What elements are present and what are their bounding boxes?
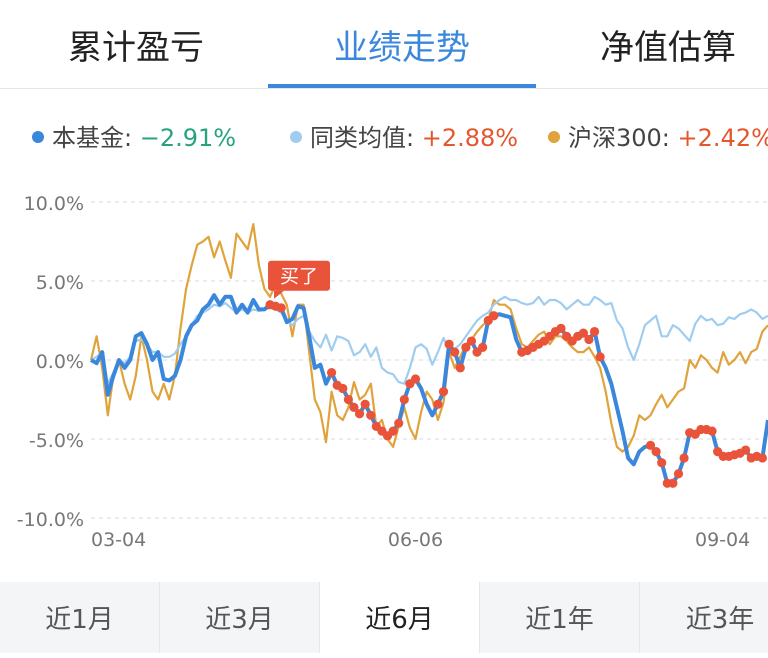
buy-marker — [707, 426, 717, 436]
buy-marker — [657, 458, 667, 468]
buy-marker — [410, 374, 421, 384]
buy-marker — [338, 383, 348, 394]
buy-marker — [668, 478, 678, 488]
hs300-dot-icon — [548, 131, 560, 143]
buy-marker — [326, 368, 337, 378]
series-line-category-avg — [90, 295, 768, 385]
range-selector: 近1月 近3月 近6月 近1年 近3年 — [0, 582, 768, 653]
legend-hs300: 沪深300: +2.42% — [548, 118, 768, 158]
x-tick-label: 09-04 — [695, 529, 750, 551]
tab-nav-estimate[interactable]: 净值估算 — [600, 28, 736, 68]
y-tick-label: 0.0% — [36, 351, 84, 373]
buy-marker — [450, 347, 460, 357]
buy-marker — [444, 339, 454, 349]
legend-hs300-label: 沪深300: — [568, 124, 670, 152]
legend-hs300-value: +2.42% — [677, 124, 768, 152]
series-line-fund — [90, 293, 768, 486]
buy-marker — [478, 342, 488, 352]
category-dot-icon — [290, 131, 302, 143]
buy-marker — [645, 440, 656, 450]
range-1y-button[interactable]: 近1年 — [480, 582, 640, 653]
legend-fund-label: 本基金: — [52, 124, 133, 152]
buy-annotation-box — [268, 260, 331, 291]
legend-fund: 本基金: −2.91% — [32, 118, 236, 158]
tab-cumulative-pnl[interactable]: 累计盈亏 — [68, 28, 204, 68]
buy-marker — [438, 387, 449, 397]
buy-marker — [679, 453, 689, 463]
range-6m-button[interactable]: 近6月 — [320, 582, 480, 653]
legend-category-value: +2.88% — [421, 124, 519, 152]
buy-marker — [673, 469, 684, 479]
buy-annotation-pointer — [274, 290, 285, 299]
range-3y-button[interactable]: 近3年 — [685, 605, 755, 635]
buy-marker — [399, 394, 409, 405]
x-tick-label: 03-04 — [91, 529, 146, 551]
buy-marker — [589, 326, 600, 337]
buy-marker — [394, 418, 404, 428]
buy-marker — [595, 352, 605, 362]
y-tick-label: 10.0% — [24, 193, 84, 215]
buy-marker — [584, 334, 594, 345]
buy-marker — [343, 394, 353, 405]
legend-fund-value: −2.91% — [139, 124, 237, 152]
range-1m-button[interactable]: 近1月 — [0, 582, 160, 653]
range-3m-button[interactable]: 近3月 — [160, 582, 320, 653]
buy-marker — [366, 410, 376, 420]
buy-marker — [349, 402, 359, 412]
buy-annotation-label: 买了 — [280, 266, 318, 288]
buy-marker — [461, 342, 471, 352]
performance-chart[interactable]: 10.0% 5.0% 0.0% -5.0% -10.0% 03-04 06-06 09-04 买… — [0, 180, 768, 570]
performance-tabs: 累计盈亏 业绩走势 净值估算 — [0, 0, 768, 89]
buy-marker — [388, 426, 398, 436]
fund-dot-icon — [32, 131, 44, 143]
buy-marker — [556, 323, 566, 333]
buy-marker — [757, 453, 768, 463]
active-tab-underline — [268, 84, 536, 88]
buy-marker — [741, 445, 751, 455]
buy-marker — [578, 328, 588, 338]
buy-marker — [354, 409, 365, 419]
legend-category-avg: 同类均值: +2.88% — [290, 118, 518, 158]
y-tick-label: 5.0% — [36, 272, 84, 294]
y-tick-label: -5.0% — [29, 430, 84, 452]
legend-category-label: 同类均值: — [310, 124, 415, 152]
y-tick-label: -10.0% — [17, 509, 84, 531]
series-line-hs300 — [89, 222, 768, 453]
buy-marker — [276, 303, 286, 313]
tab-performance-trend[interactable]: 业绩走势 — [334, 28, 470, 68]
buy-marker — [651, 447, 661, 457]
buy-marker — [433, 399, 443, 409]
buy-marker — [360, 399, 370, 409]
x-tick-label: 06-06 — [388, 529, 443, 551]
buy-marker — [455, 363, 465, 373]
buy-marker — [489, 311, 499, 321]
buy-marker — [466, 336, 477, 346]
